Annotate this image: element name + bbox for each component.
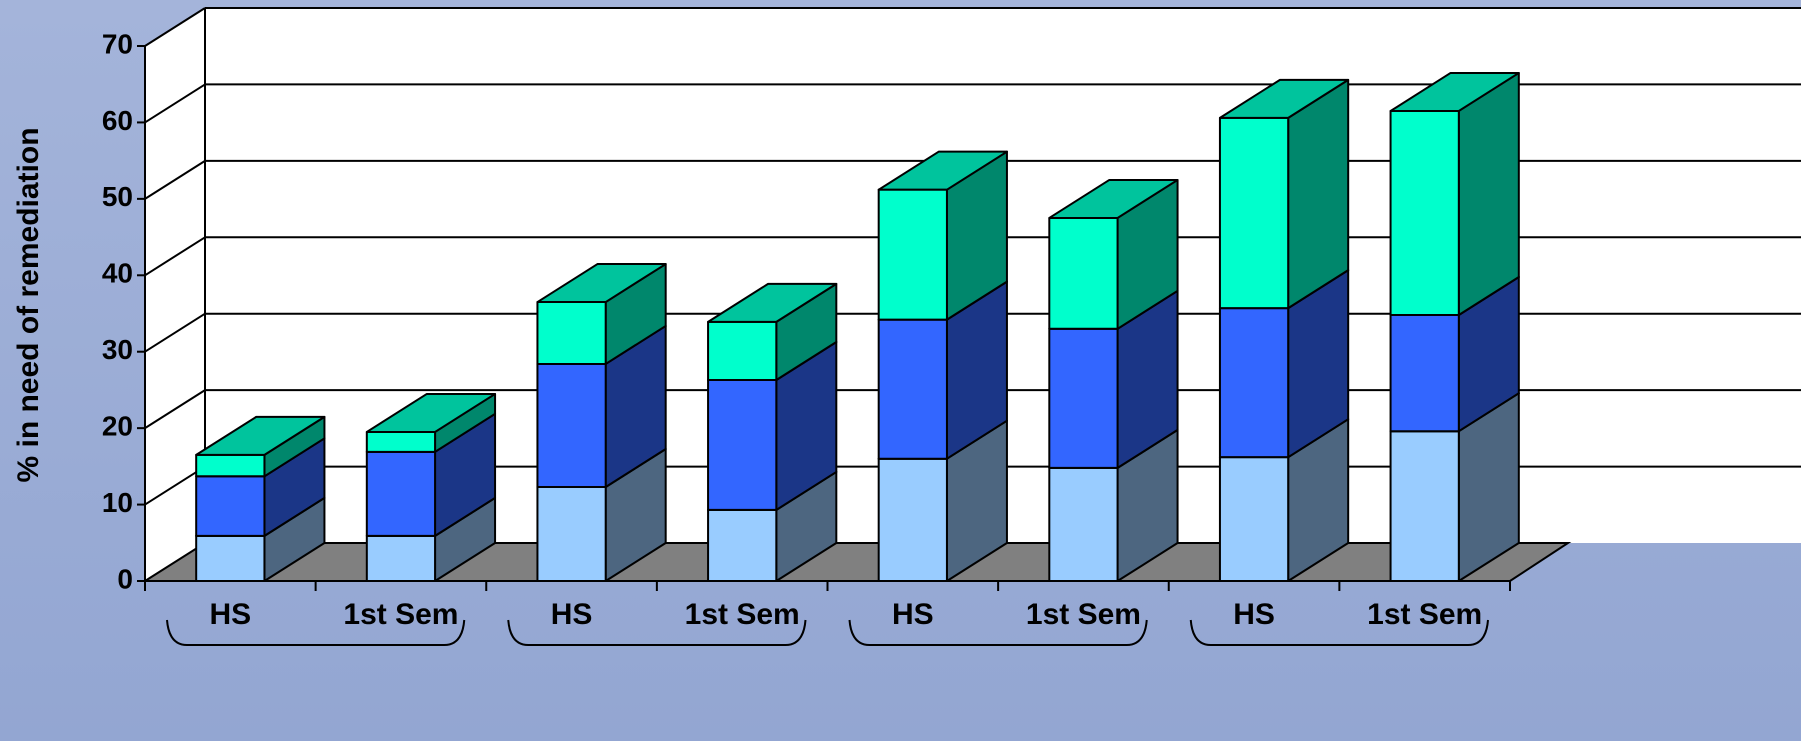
bar-top: [1048, 178, 1179, 219]
bar-segment: [707, 320, 778, 381]
bar-segment: [877, 188, 948, 321]
bar-segment: [1218, 307, 1290, 459]
bar-segment: [365, 534, 437, 583]
bar-segment: [536, 301, 607, 365]
y-tick-label: 70: [102, 28, 133, 59]
y-tick-label: 10: [102, 487, 133, 518]
bar-segment: [1048, 327, 1119, 469]
x-tick-label: 1st Sem: [343, 598, 458, 631]
bar-segment: [1048, 466, 1119, 582]
bar-segment: [365, 450, 437, 537]
bar-segment: [195, 453, 266, 478]
bar-segment: [195, 475, 266, 537]
bar-segment: [707, 508, 778, 582]
x-tick-label: HS: [892, 598, 934, 631]
x-tick-label: 1st Sem: [1026, 598, 1141, 631]
x-tick-label: HS: [209, 598, 251, 631]
bar-segment: [1389, 314, 1460, 433]
bar-top: [877, 150, 1008, 191]
grid-line: [144, 160, 206, 200]
group-brace: [507, 619, 807, 646]
bar-segment: [877, 318, 948, 460]
bar-side: [1457, 71, 1520, 317]
grid-line: [144, 465, 206, 506]
bar-top: [707, 282, 838, 323]
y-tick-label: 60: [102, 105, 133, 136]
bar-top: [195, 415, 326, 456]
grid-line: [144, 312, 206, 353]
y-tick-label: 0: [117, 563, 133, 594]
bar-segment: [1048, 216, 1119, 330]
bar-segment: [707, 378, 778, 511]
group-brace: [848, 619, 1148, 646]
grid-line: [144, 236, 206, 277]
y-tick-label: 50: [102, 181, 133, 212]
x-tick-label: 1st Sem: [1367, 598, 1482, 631]
x-tick-label: 1st Sem: [685, 598, 800, 631]
bar-segment: [877, 457, 948, 583]
bar-top: [1389, 71, 1520, 112]
bar-segment: [1389, 109, 1460, 317]
bar-top: [365, 392, 497, 433]
bar-segment: [365, 430, 437, 453]
bar-top: [536, 263, 667, 304]
y-tick-label: 20: [102, 411, 133, 442]
bar-side: [1287, 78, 1350, 310]
group-brace: [1189, 619, 1489, 646]
grid-line: [144, 389, 206, 429]
y-tick-label: 40: [102, 258, 133, 289]
x-tick-label: HS: [551, 598, 593, 631]
bar-segment: [1389, 430, 1460, 583]
bar-segment: [195, 534, 266, 583]
bar-top: [1218, 78, 1350, 119]
bar-segment: [1218, 456, 1290, 582]
bar-segment: [536, 362, 607, 488]
bar-segment: [536, 485, 607, 582]
grid-line: [144, 83, 206, 124]
grid-line: [144, 7, 206, 47]
y-tick-label: 30: [102, 334, 133, 365]
x-tick-label: HS: [1233, 598, 1275, 631]
bar-segment: [1218, 116, 1290, 310]
group-brace: [166, 619, 466, 646]
floor: [141, 542, 1572, 582]
y-axis-label: % in need of remediation: [12, 127, 45, 482]
